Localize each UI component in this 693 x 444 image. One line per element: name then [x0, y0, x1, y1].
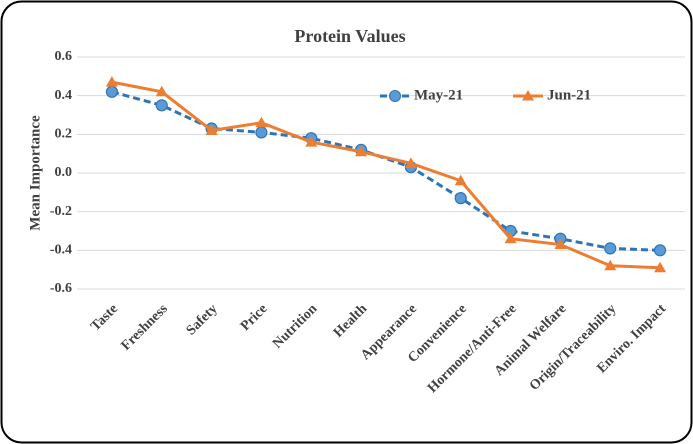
y-tick-label: 0.2: [55, 127, 73, 142]
y-tick-label: 0.0: [55, 165, 73, 180]
y-tick-label: -0.2: [50, 204, 72, 219]
line-point: [454, 174, 467, 186]
y-tick-label: 0.6: [55, 49, 73, 64]
series-line: [111, 80, 661, 270]
line-point: [604, 242, 617, 255]
y-axis-label: Mean Importance: [27, 115, 43, 231]
line-point: [355, 145, 368, 157]
line-point: [205, 124, 218, 135]
line-point: [604, 259, 617, 271]
series-line: [111, 90, 661, 252]
line-point: [305, 136, 318, 147]
line-point: [504, 232, 517, 244]
line-point: [105, 85, 119, 98]
line-point: [255, 126, 268, 139]
line-point: [255, 116, 268, 128]
y-tick-label: 0.4: [55, 88, 73, 103]
line-point: [654, 261, 667, 273]
legend-marker: [389, 90, 401, 102]
chart-title: Protein Values: [294, 26, 405, 46]
y-tick-label: -0.6: [50, 281, 72, 296]
line-point: [404, 157, 417, 168]
legend-label: May-21: [414, 87, 463, 103]
line-point: [554, 238, 567, 250]
line-point: [454, 192, 467, 205]
line-point: [155, 99, 168, 112]
line-point: [105, 76, 118, 87]
y-tick-label: -0.4: [50, 243, 72, 258]
legend-label: Jun-21: [547, 87, 591, 103]
legend-marker: [522, 90, 534, 101]
line-point: [653, 244, 667, 257]
line-point: [155, 85, 168, 97]
